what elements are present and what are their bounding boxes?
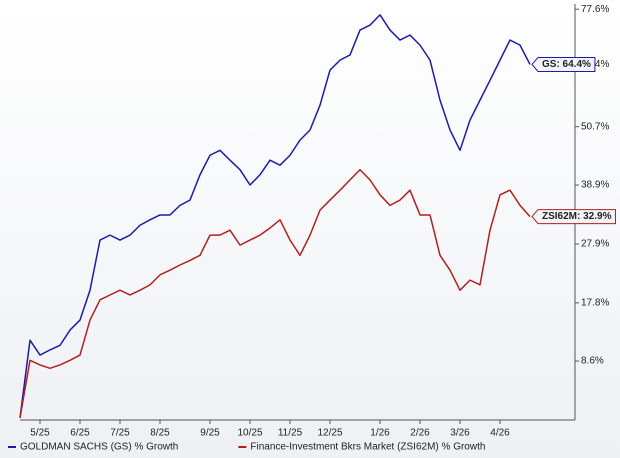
legend-label: GOLDMAN SACHS (GS) % Growth [20, 442, 178, 453]
end-label-box [531, 56, 596, 72]
y-tick-label: 17.8% [581, 297, 609, 308]
x-tick-label: 12/25 [317, 428, 342, 439]
x-tick-label: 4/26 [490, 428, 510, 439]
x-tick-label: 3/26 [450, 428, 470, 439]
x-tick-label: 11/25 [278, 428, 303, 439]
end-label: GS: 64.4% [542, 59, 591, 70]
x-tick-label: 2/26 [410, 428, 430, 439]
end-label: ZSI62M: 32.9% [542, 211, 612, 222]
y-tick-label: 50.7% [581, 121, 609, 132]
series-line [19, 168, 531, 418]
x-tick-label: 9/25 [200, 428, 220, 439]
y-tick-label: 8.6% [581, 356, 604, 367]
series-line [19, 14, 531, 418]
end-label-box [531, 209, 616, 225]
x-tick-label: 1/26 [370, 428, 390, 439]
x-tick-label: 8/25 [150, 428, 170, 439]
y-tick-label: 77.6% [581, 4, 609, 15]
legend-label: Finance-Investment Bkrs Market (ZSI62M) … [250, 442, 485, 453]
x-tick-label: 6/25 [70, 428, 90, 439]
x-tick-label: 10/25 [237, 428, 262, 439]
x-tick-label: 7/25 [110, 428, 130, 439]
y-tick-label: 27.9% [581, 239, 609, 250]
x-tick-label: 5/25 [30, 428, 50, 439]
y-tick-label: 38.9% [581, 180, 609, 191]
